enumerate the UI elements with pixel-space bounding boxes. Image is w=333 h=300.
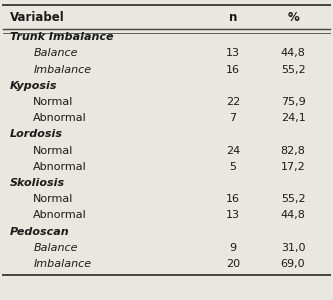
Text: n: n — [229, 11, 237, 24]
Text: 44,8: 44,8 — [281, 48, 305, 59]
Text: 7: 7 — [229, 113, 237, 123]
Text: 13: 13 — [226, 210, 240, 220]
Text: 22: 22 — [226, 97, 240, 107]
Text: 55,2: 55,2 — [281, 64, 305, 75]
Text: 13: 13 — [226, 48, 240, 59]
Text: Lordosis: Lordosis — [10, 129, 63, 140]
Text: Kyposis: Kyposis — [10, 81, 58, 91]
Text: 69,0: 69,0 — [281, 259, 305, 269]
Text: Normal: Normal — [33, 194, 74, 204]
Text: 75,9: 75,9 — [281, 97, 305, 107]
Text: 17,2: 17,2 — [281, 162, 305, 172]
Text: Abnormal: Abnormal — [33, 113, 87, 123]
Text: 24,1: 24,1 — [281, 113, 305, 123]
Text: 5: 5 — [229, 162, 237, 172]
Text: Balance: Balance — [33, 243, 78, 253]
Text: 16: 16 — [226, 64, 240, 75]
Text: Abnormal: Abnormal — [33, 210, 87, 220]
Text: Normal: Normal — [33, 146, 74, 156]
Text: 55,2: 55,2 — [281, 194, 305, 204]
Text: 31,0: 31,0 — [281, 243, 305, 253]
Text: Normal: Normal — [33, 97, 74, 107]
Text: 20: 20 — [226, 259, 240, 269]
Text: 16: 16 — [226, 194, 240, 204]
Text: 9: 9 — [229, 243, 237, 253]
Text: Pedoscan: Pedoscan — [10, 226, 70, 237]
Text: 44,8: 44,8 — [281, 210, 305, 220]
Text: Abnormal: Abnormal — [33, 162, 87, 172]
Text: 82,8: 82,8 — [281, 146, 305, 156]
Text: Imbalance: Imbalance — [33, 259, 92, 269]
Text: 24: 24 — [226, 146, 240, 156]
Text: Variabel: Variabel — [10, 11, 65, 24]
Text: %: % — [287, 11, 299, 24]
Text: Trunk Imbalance: Trunk Imbalance — [10, 32, 114, 42]
Text: Balance: Balance — [33, 48, 78, 59]
Text: Imbalance: Imbalance — [33, 64, 92, 75]
Text: Skoliosis: Skoliosis — [10, 178, 65, 188]
